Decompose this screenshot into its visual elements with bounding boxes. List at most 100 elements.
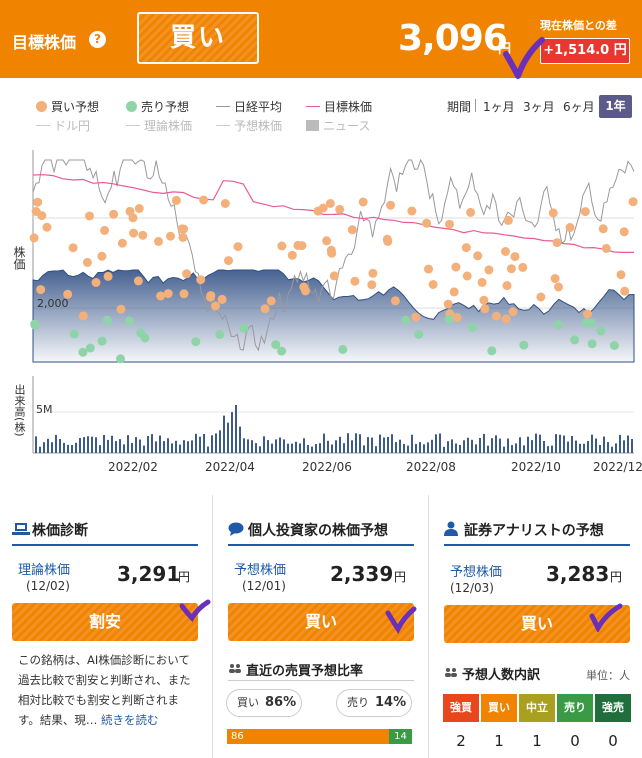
legend-usd[interactable]: ドル円 <box>36 117 90 134</box>
sell-forecast-dot <box>116 354 125 364</box>
buy-forecast-dot <box>199 195 209 205</box>
buy-forecast-dot <box>548 208 558 218</box>
volume-bar <box>223 415 225 453</box>
buy-forecast-dot <box>133 276 143 286</box>
volume-bar <box>371 437 373 453</box>
legend-forecast[interactable]: 予想株価 <box>216 117 282 134</box>
buy-forecast-dot <box>224 256 233 266</box>
volume-bar <box>555 434 557 453</box>
chat-bubble-icon <box>228 522 244 536</box>
period-1y[interactable]: 1年 <box>599 95 632 118</box>
volume-bar <box>511 445 513 453</box>
volume-bar <box>379 434 381 453</box>
laptop-icon <box>12 523 30 535</box>
buy-forecast-dot <box>466 207 476 217</box>
sell-forecast-dot <box>487 346 497 356</box>
count-header-sell: 売り <box>557 694 593 722</box>
buy-forecast-dot <box>480 304 490 314</box>
buy-forecast-dot <box>552 238 562 248</box>
buy-forecast-dot <box>116 304 126 314</box>
volume-bar <box>283 439 285 453</box>
buy-forecast-dot <box>452 313 462 322</box>
buy-forecast-dot <box>125 206 135 216</box>
volume-bar <box>543 441 545 453</box>
volume-bar <box>355 433 357 453</box>
volume-bar <box>135 437 137 453</box>
volume-bar <box>323 433 325 453</box>
volume-bar <box>395 442 397 453</box>
volume-bar <box>527 436 529 453</box>
xtick: 2022/04 <box>205 460 255 474</box>
volume-bar <box>583 443 585 453</box>
sell-forecast-dot <box>140 333 150 343</box>
buy-forecast-dot <box>449 287 459 297</box>
buy-forecast-dot <box>477 277 487 287</box>
xtick: 2022/06 <box>302 460 352 474</box>
analyst-price-label: 予想株価 <box>450 565 503 580</box>
buy-forecast-dot <box>266 296 276 306</box>
buy-forecast-dot <box>368 268 378 278</box>
volume-axis-tick: 5M <box>36 403 53 416</box>
check-mark-annotation-icon <box>179 599 211 623</box>
sell-forecast-dot <box>30 320 40 330</box>
target-price: 3,096 <box>398 18 508 59</box>
analyst-price-date: (12/03) <box>450 581 494 595</box>
buy-forecast-dot <box>233 242 243 252</box>
sell-ratio-value: 14% <box>375 695 407 710</box>
volume-bar <box>47 438 49 453</box>
header-bar: 目標株価 ? 買い 3,096 円 現在株価との差 +1,514.0 円 <box>0 0 642 78</box>
period-6m[interactable]: 6ヶ月 <box>563 100 595 114</box>
individual-price-label: 予想株価 <box>234 563 287 578</box>
analyst-underline <box>444 544 630 546</box>
legend-theory[interactable]: 理論株価 <box>126 117 192 134</box>
buy-forecast-dot <box>329 271 339 281</box>
buy-forecast-dot <box>277 241 287 251</box>
read-more-link[interactable]: 続きを読む <box>101 713 159 727</box>
legend-sell[interactable]: 売り予想 <box>126 98 189 115</box>
xtick: 2022/08 <box>406 460 456 474</box>
volume-bar <box>295 441 297 453</box>
legend-nikkei[interactable]: 日経平均 <box>216 98 282 115</box>
volume-bar <box>275 439 277 453</box>
buy-forecast-dot <box>451 262 461 272</box>
buy-forecast-dot <box>620 286 630 296</box>
volume-bar <box>183 440 185 453</box>
buy-forecast-dot <box>117 238 127 248</box>
count-value-strong-buy: 2 <box>456 732 466 750</box>
volume-bar <box>615 443 617 453</box>
legend-target[interactable]: 目標株価 <box>306 98 372 115</box>
legend-target-label: 目標株価 <box>324 100 373 114</box>
individual-buy-button[interactable]: 買い <box>228 603 414 641</box>
buy-forecast-dot <box>217 294 227 304</box>
sell-forecast-dot <box>587 318 596 328</box>
help-icon[interactable]: ? <box>89 31 106 48</box>
buy-forecast-dot <box>598 224 608 234</box>
buy-forecast-dot <box>33 197 43 207</box>
individual-price-value: 2,339 <box>330 562 394 586</box>
volume-bar <box>75 442 77 453</box>
undervalued-button[interactable]: 割安 <box>12 603 198 641</box>
volume-bar <box>111 435 113 453</box>
buy-forecast-dot <box>63 289 73 299</box>
volume-bar <box>415 443 417 453</box>
volume-bar <box>567 441 569 453</box>
volume-bar <box>487 445 489 453</box>
period-3m[interactable]: 3ヶ月 <box>523 100 555 114</box>
volume-bar <box>391 434 393 453</box>
buy-forecast-dot <box>85 211 94 221</box>
xtick: 2022/10 <box>511 460 561 474</box>
buy-forecast-dot <box>583 309 592 319</box>
volume-bar <box>427 442 429 453</box>
buy-dot-icon <box>36 101 47 112</box>
volume-bar <box>475 444 477 453</box>
buy-forecast-dot <box>367 280 377 290</box>
volume-bar <box>327 440 329 453</box>
period-1m[interactable]: 1ヶ月 <box>483 100 515 114</box>
buy-forecast-dot <box>211 301 220 311</box>
buy-forecast-dot <box>103 271 113 281</box>
volume-bar <box>71 445 73 453</box>
volume-bar <box>575 440 577 453</box>
volume-bar <box>623 440 625 453</box>
legend-buy[interactable]: 買い予想 <box>36 98 99 115</box>
legend-news[interactable]: ニュース <box>306 117 370 134</box>
